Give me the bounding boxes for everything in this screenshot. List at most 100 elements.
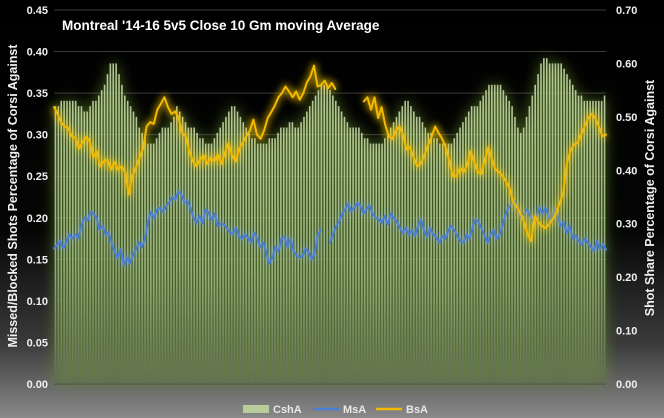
csha-bar [421, 122, 424, 384]
csha-bar [248, 132, 250, 384]
csha-bar [106, 74, 109, 385]
csha-bar [450, 143, 453, 384]
csha-bar [401, 106, 404, 385]
csha-bar [462, 122, 464, 384]
csha-bar [124, 95, 126, 385]
csha-bar [245, 127, 247, 384]
csha-bar [392, 122, 395, 384]
csha-bar [291, 122, 294, 384]
csha-bar [363, 138, 366, 384]
csha-bar [256, 143, 259, 384]
csha-bar [473, 106, 476, 385]
legend-swatch-csha [243, 405, 269, 413]
csha-bar [152, 143, 155, 384]
csha-bar [254, 138, 256, 384]
left-tick-label: 0.15 [27, 254, 48, 266]
csha-bar [378, 143, 380, 384]
csha-bar [525, 116, 528, 385]
csha-bar [118, 74, 120, 385]
csha-bar [155, 138, 158, 384]
csha-bar [262, 143, 265, 384]
right-tick-label: 0.30 [616, 219, 637, 231]
csha-bar [210, 143, 213, 384]
csha-bar [242, 122, 245, 384]
csha-bar [178, 111, 181, 384]
csha-bar [202, 138, 204, 384]
left-tick-label: 0.05 [27, 337, 48, 349]
right-tick-label: 0.70 [616, 5, 637, 17]
csha-bar [465, 116, 467, 385]
csha-bar [413, 111, 415, 384]
csha-bar [219, 127, 221, 384]
csha-bar [404, 100, 406, 384]
csha-bar [121, 84, 123, 385]
csha-bar [441, 143, 444, 384]
csha-bar [407, 100, 409, 384]
csha-bar [74, 100, 77, 384]
right-tick-label: 0.40 [616, 165, 637, 177]
csha-bar [98, 95, 100, 385]
csha-bar [115, 63, 117, 385]
series-lines [51, 62, 608, 268]
csha-bar [387, 132, 389, 384]
csha-bar [433, 138, 435, 384]
csha-bar [80, 106, 83, 385]
csha-bar [482, 95, 484, 385]
csha-bar [537, 74, 539, 385]
csha-bar [349, 127, 352, 384]
csha-bar [170, 122, 172, 384]
csha-bar [83, 111, 86, 384]
csha-bar [369, 143, 372, 384]
csha-bar [288, 122, 291, 384]
right-tick-label: 0.60 [616, 58, 637, 70]
csha-bar [280, 127, 282, 384]
right-tick-label: 0.50 [616, 112, 637, 124]
left-tick-label: 0.10 [27, 296, 48, 308]
csha-bar [600, 100, 603, 384]
csha-bar [505, 95, 508, 385]
csha-bar [199, 138, 201, 384]
left-tick-label: 0.40 [27, 47, 48, 59]
csha-bar [323, 84, 326, 385]
csha-bar [147, 143, 149, 384]
csha-bar [545, 58, 548, 385]
msa-line [53, 190, 607, 267]
csha-bar [592, 100, 594, 384]
left-axis-label: Missed/Blocked Shots Percentage of Corsi… [6, 44, 20, 348]
legend: CshA MsA BsA [243, 404, 428, 416]
csha-bar [447, 143, 450, 384]
csha-bar [430, 132, 432, 384]
csha-bar [109, 63, 112, 385]
left-tick-label: 0.20 [27, 213, 48, 225]
csha-bar [389, 127, 392, 384]
csha-bar [334, 100, 337, 384]
csha-bar [213, 138, 216, 384]
csha-bar [126, 100, 129, 384]
csha-bar [100, 90, 103, 384]
csha-bar [239, 116, 242, 385]
chart-title: Montreal '14-16 5v5 Close 10 Gm moving A… [62, 18, 380, 33]
csha-bar [311, 100, 314, 384]
csha-bar [502, 90, 505, 384]
csha-bar [444, 143, 447, 384]
csha-bar [415, 116, 418, 385]
csha-bar [346, 122, 349, 384]
left-tick-label: 0.45 [27, 5, 48, 17]
csha-bar [308, 106, 311, 385]
csha-bar [204, 143, 207, 384]
csha-bar [436, 138, 438, 384]
csha-bar [479, 100, 482, 384]
csha-bar [427, 132, 430, 384]
csha-bar [164, 127, 167, 384]
csha-bar [184, 122, 187, 384]
csha-bar [589, 100, 591, 384]
csha-bar [89, 106, 91, 385]
csha-bar [352, 127, 354, 384]
legend-label-csha: CshA [273, 404, 302, 416]
csha-bar [138, 127, 141, 384]
csha-bar [603, 95, 606, 385]
csha-bar [158, 132, 161, 384]
csha-bar [459, 127, 461, 384]
